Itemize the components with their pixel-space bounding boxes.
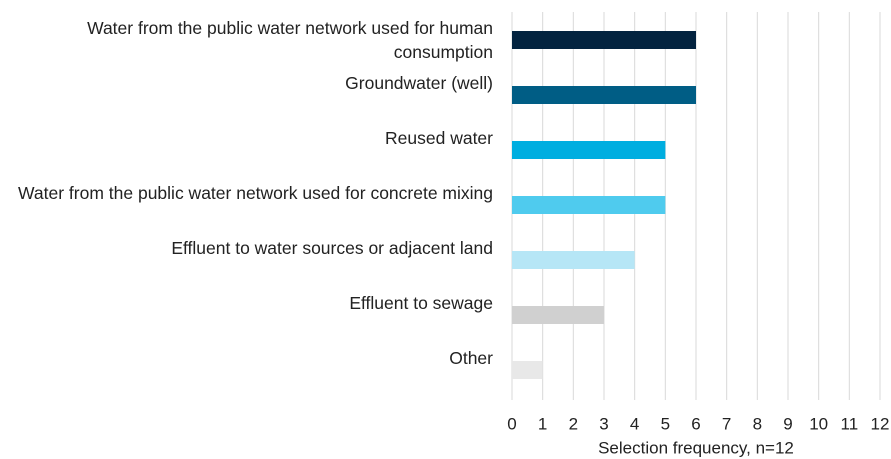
x-tick-label: 2 (569, 414, 578, 433)
x-axis-title: Selection frequency, n=12 (598, 438, 794, 457)
category-label: Reused water (385, 128, 493, 148)
bar (512, 361, 543, 379)
x-tick-label: 1 (538, 414, 547, 433)
x-tick-label: 7 (722, 414, 731, 433)
bar (512, 31, 696, 49)
x-tick-label: 10 (809, 414, 828, 433)
x-tick-label: 6 (691, 414, 700, 433)
bar (512, 251, 635, 269)
x-tick-label: 4 (630, 414, 639, 433)
x-tick-label: 11 (841, 414, 859, 433)
bar (512, 196, 666, 214)
x-tick-label: 5 (661, 414, 670, 433)
category-label: Effluent to sewage (349, 293, 493, 313)
x-tick-label: 0 (507, 414, 516, 433)
bar (512, 86, 696, 104)
bar (512, 141, 666, 159)
x-tick-label: 9 (783, 414, 792, 433)
category-label: Groundwater (well) (345, 73, 493, 93)
x-tick-label: 3 (599, 414, 608, 433)
category-label: Water from the public water network used… (87, 18, 493, 62)
bar (512, 306, 604, 324)
category-label: Other (449, 348, 493, 368)
category-label: Effluent to water sources or adjacent la… (171, 238, 493, 258)
category-label: Water from the public water network used… (18, 183, 493, 203)
x-tick-label: 12 (871, 414, 890, 433)
x-tick-label: 8 (753, 414, 762, 433)
